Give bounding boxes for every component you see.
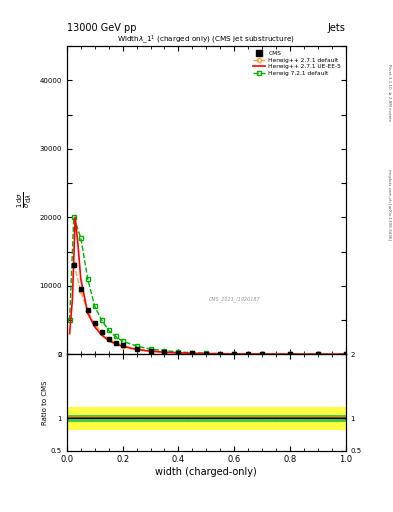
Legend: CMS, Herwig++ 2.7.1 default, Herwig++ 2.7.1 UE-EE-5, Herwig 7.2.1 default: CMS, Herwig++ 2.7.1 default, Herwig++ 2.… — [251, 49, 343, 78]
Y-axis label: Ratio to CMS: Ratio to CMS — [42, 380, 48, 424]
Title: Width$\lambda$_$1^1$ (charged only) (CMS jet substructure): Width$\lambda$_$1^1$ (charged only) (CMS… — [118, 33, 295, 46]
Text: Rivet 3.1.10, ≥ 2.9M events: Rivet 3.1.10, ≥ 2.9M events — [387, 63, 391, 121]
Text: CMS_2021_I1920187: CMS_2021_I1920187 — [208, 296, 260, 302]
Text: 13000 GeV pp: 13000 GeV pp — [67, 23, 136, 33]
Y-axis label: $\frac{1}{\sigma}\frac{\mathrm{d}\sigma}{\mathrm{d}\lambda}$: $\frac{1}{\sigma}\frac{\mathrm{d}\sigma}… — [16, 192, 34, 208]
Text: Jets: Jets — [328, 23, 346, 33]
Text: mcplots.cern.ch [arXiv:1306.3436]: mcplots.cern.ch [arXiv:1306.3436] — [387, 169, 391, 240]
X-axis label: width (charged-only): width (charged-only) — [156, 467, 257, 477]
